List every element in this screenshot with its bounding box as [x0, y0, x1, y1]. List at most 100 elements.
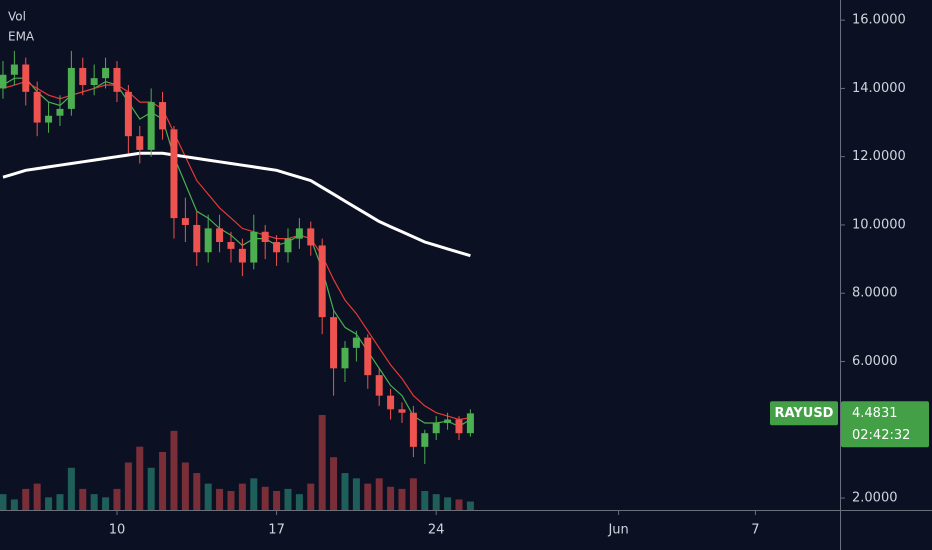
candle-body [330, 317, 338, 369]
candle-body [341, 347, 349, 369]
volume-bar [193, 473, 201, 510]
x-tick-label: 10 [109, 523, 126, 538]
volume-bar [421, 491, 429, 510]
volume-bar [273, 491, 281, 510]
candle-body [159, 102, 167, 130]
volume-bar [364, 483, 372, 510]
volume-bar [432, 494, 440, 510]
candle-body [398, 409, 406, 413]
volume-bar [398, 488, 406, 510]
volume-bar [181, 462, 189, 510]
candle-body [295, 228, 303, 239]
candle-body [421, 433, 429, 447]
volume-bar [295, 494, 303, 510]
symbol-label: RAYUSD [775, 406, 834, 421]
candle-body [113, 67, 121, 92]
y-tick-label: 12.0000 [852, 149, 906, 164]
candle-body [90, 78, 98, 85]
volume-bar [113, 488, 121, 510]
y-tick-label: 8.0000 [852, 286, 898, 301]
candle-body [170, 129, 178, 219]
candle-body [238, 248, 246, 263]
volume-bar [10, 499, 18, 510]
candle-body [307, 228, 315, 246]
candle-body [67, 67, 75, 109]
volume-bar [204, 483, 212, 510]
volume-bar [330, 457, 338, 510]
volume-bar [261, 486, 269, 510]
volume-bar [227, 491, 235, 510]
ema-line [2, 80, 471, 421]
candle-body [102, 67, 110, 79]
candle-body [364, 337, 372, 376]
candle-body [33, 91, 41, 123]
volume-bar [33, 483, 41, 510]
symbol-badge [770, 401, 838, 426]
volume-bar [284, 488, 292, 510]
volume-bar [238, 483, 246, 510]
candle-body [250, 231, 258, 263]
legend-ema: EMA [8, 30, 35, 44]
candle-body [444, 419, 452, 423]
volume-bar [318, 415, 326, 510]
volume-bar [45, 497, 53, 510]
candle-body [147, 102, 155, 150]
volume-bar [124, 462, 132, 510]
volume-bar [79, 488, 87, 510]
candle-body [409, 412, 417, 447]
volume-bar [22, 488, 30, 510]
x-tick-label: 7 [751, 523, 759, 538]
y-tick-label: 10.0000 [852, 217, 906, 232]
candle-body [375, 375, 383, 396]
candle-body [136, 136, 144, 150]
volume-bar [341, 473, 349, 510]
candle-body [227, 242, 235, 249]
candle-body [261, 231, 269, 243]
volume-bar [67, 467, 75, 510]
candle-body [466, 413, 474, 434]
candle-body [216, 228, 224, 243]
candle-body [181, 218, 189, 225]
countdown-label: 02:42:32 [852, 428, 910, 443]
volume-bar [466, 501, 474, 510]
candle-body [56, 108, 64, 116]
volume-bar [170, 430, 178, 510]
candle-body [387, 395, 395, 410]
volume-bar [444, 497, 452, 510]
candle-body [204, 228, 212, 253]
volume-bar [159, 451, 167, 510]
candle-body [432, 422, 440, 434]
x-tick-label: Jun [607, 523, 628, 538]
volume-bar [56, 494, 64, 510]
volume-bar [387, 486, 395, 510]
price-label: 4.4831 [852, 406, 898, 421]
legend-vol: Vol [8, 10, 26, 24]
volume-bar [90, 494, 98, 510]
x-tick-label: 17 [268, 523, 285, 538]
candle-body [352, 337, 360, 348]
y-tick-label: 14.0000 [852, 81, 906, 96]
volume-bar [307, 483, 315, 510]
candle-body [22, 64, 30, 92]
candle-body [124, 91, 132, 137]
volume-bar [455, 499, 463, 510]
candle-body [273, 242, 281, 253]
candle-body [45, 115, 53, 123]
volume-bar [409, 478, 417, 510]
y-tick-label: 2.0000 [852, 491, 898, 506]
x-tick-label: 24 [428, 523, 445, 538]
price-badge [841, 401, 929, 448]
candle-body [318, 245, 326, 318]
volume-bar [216, 488, 224, 510]
volume-bar [0, 494, 7, 510]
candle-body [10, 64, 18, 75]
candle-body [455, 419, 463, 434]
candle-body [193, 224, 201, 253]
candle-body [0, 74, 7, 89]
candle-body [79, 67, 87, 85]
y-tick-label: 16.0000 [852, 13, 906, 28]
volume-bar [375, 478, 383, 510]
volume-bar [102, 497, 110, 510]
